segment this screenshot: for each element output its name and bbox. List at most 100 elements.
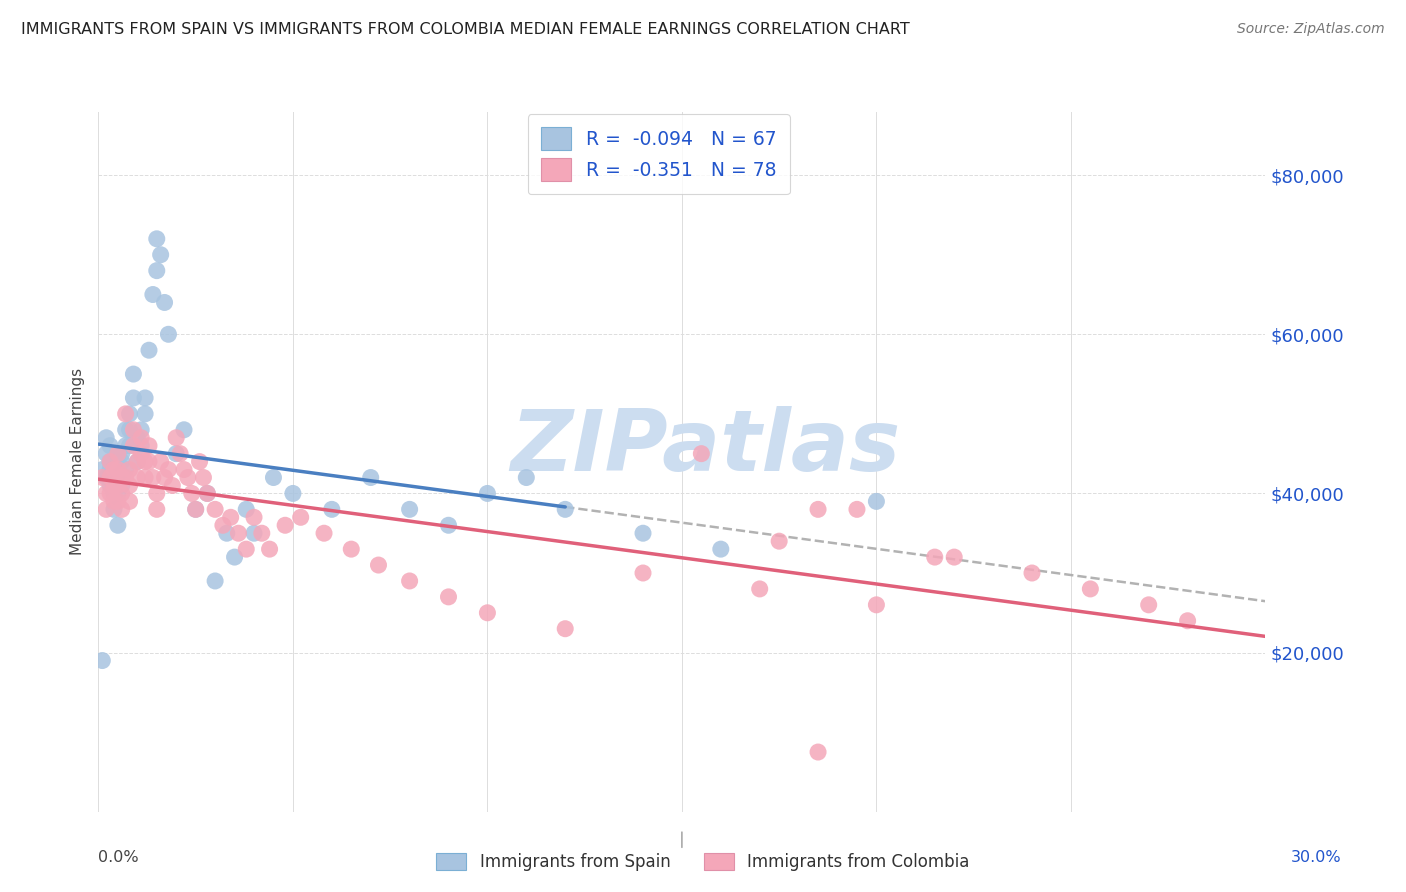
Point xyxy=(243,526,266,541)
Point xyxy=(262,470,284,484)
Point xyxy=(129,423,152,437)
Point xyxy=(91,654,114,668)
Point xyxy=(184,502,207,516)
Point xyxy=(138,439,160,453)
Point xyxy=(146,502,169,516)
Point xyxy=(122,439,145,453)
Point xyxy=(98,455,121,469)
Point xyxy=(118,407,141,421)
Point xyxy=(235,542,257,557)
Text: ZIPatlas: ZIPatlas xyxy=(510,406,900,489)
Point xyxy=(177,470,200,484)
Point xyxy=(1021,566,1043,580)
Point xyxy=(235,502,257,516)
Point xyxy=(360,470,382,484)
Point xyxy=(142,470,165,484)
Point xyxy=(173,423,195,437)
Point xyxy=(165,431,187,445)
Point xyxy=(281,486,304,500)
Point xyxy=(153,470,176,484)
Point xyxy=(807,745,830,759)
Point xyxy=(157,462,180,476)
Point xyxy=(212,518,235,533)
Point xyxy=(114,423,136,437)
Point xyxy=(122,423,145,437)
Point xyxy=(224,550,246,565)
Point xyxy=(98,462,121,476)
Point xyxy=(180,486,202,500)
Point xyxy=(107,518,129,533)
Point xyxy=(134,470,156,484)
Point xyxy=(118,462,141,476)
Point xyxy=(127,455,149,469)
Point xyxy=(134,455,156,469)
Point xyxy=(193,470,215,484)
Point xyxy=(98,470,121,484)
Point xyxy=(340,542,363,557)
Point xyxy=(367,558,389,572)
Point xyxy=(103,502,125,516)
Point xyxy=(477,606,499,620)
Point xyxy=(153,295,176,310)
Point xyxy=(107,447,129,461)
Point xyxy=(165,447,187,461)
Point xyxy=(127,431,149,445)
Point xyxy=(274,518,297,533)
Point xyxy=(107,447,129,461)
Point xyxy=(118,439,141,453)
Point xyxy=(1080,582,1102,596)
Point xyxy=(107,462,129,476)
Point xyxy=(865,598,887,612)
Legend: R =  -0.094   N = 67, R =  -0.351   N = 78: R = -0.094 N = 67, R = -0.351 N = 78 xyxy=(527,114,790,194)
Point xyxy=(195,486,218,500)
Point xyxy=(138,343,160,358)
Point xyxy=(228,526,250,541)
Point xyxy=(312,526,335,541)
Point xyxy=(631,566,654,580)
Point xyxy=(134,391,156,405)
Point xyxy=(943,550,966,565)
Point xyxy=(129,431,152,445)
Point xyxy=(96,447,118,461)
Point xyxy=(111,447,134,461)
Point xyxy=(114,462,136,476)
Point xyxy=(290,510,312,524)
Point xyxy=(122,367,145,381)
Point xyxy=(398,502,420,516)
Point xyxy=(748,582,770,596)
Point xyxy=(96,431,118,445)
Point xyxy=(111,470,134,484)
Point xyxy=(162,478,184,492)
Point xyxy=(146,232,169,246)
Point xyxy=(111,455,134,469)
Point xyxy=(554,622,576,636)
Point xyxy=(103,494,125,508)
Point xyxy=(215,526,238,541)
Point xyxy=(149,248,172,262)
Point xyxy=(146,263,169,277)
Point xyxy=(96,486,118,500)
Text: 0.0%: 0.0% xyxy=(98,850,139,865)
Point xyxy=(768,534,790,549)
Point xyxy=(127,470,149,484)
Point xyxy=(103,462,125,476)
Point xyxy=(710,542,733,557)
Point xyxy=(515,470,537,484)
Point xyxy=(173,462,195,476)
Point xyxy=(103,462,125,476)
Point xyxy=(554,502,576,516)
Point xyxy=(98,478,121,492)
Point xyxy=(924,550,946,565)
Point xyxy=(98,486,121,500)
Point xyxy=(138,455,160,469)
Point xyxy=(103,478,125,492)
Point xyxy=(103,478,125,492)
Point xyxy=(134,407,156,421)
Point xyxy=(118,494,141,508)
Point xyxy=(437,590,460,604)
Point xyxy=(195,486,218,500)
Point xyxy=(169,447,191,461)
Point xyxy=(111,486,134,500)
Point xyxy=(111,470,134,484)
Point xyxy=(91,470,114,484)
